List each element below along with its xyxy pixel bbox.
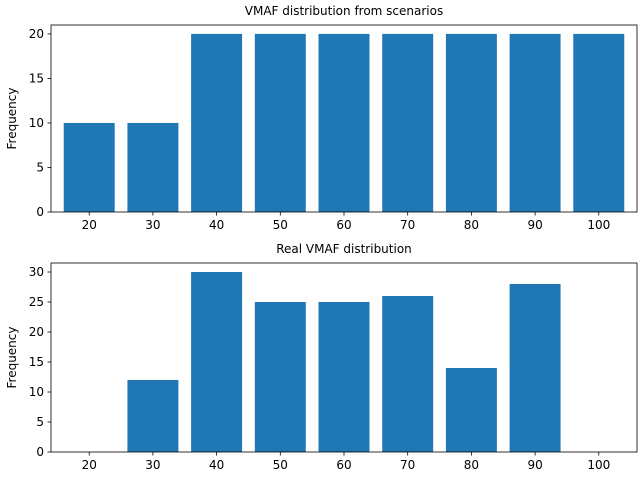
bar [382,33,434,213]
y-tick-label: 15 [29,355,44,369]
x-tick-label: 60 [336,218,351,232]
y-axis-label: Frequency [5,88,19,150]
x-tick-label: 20 [82,218,97,232]
bar [318,33,370,213]
y-tick-label: 10 [29,385,44,399]
x-tick-label: 80 [464,218,479,232]
bar [509,284,561,452]
bar [318,302,370,452]
bar [63,122,115,212]
x-tick-label: 100 [587,218,610,232]
bar [191,272,243,452]
y-tick-label: 20 [29,27,44,41]
y-tick-label: 25 [29,295,44,309]
bars [127,272,561,452]
bar [445,33,497,213]
x-ticks: 20 30 40 50 60 70 80 90 100 [82,212,610,232]
chart-title: Real VMAF distribution [276,242,412,256]
x-tick-label: 90 [527,218,542,232]
x-tick-label: 30 [145,458,160,472]
y-ticks: 0 5 10 15 20 [29,27,51,219]
x-ticks: 20 30 40 50 60 70 80 90 100 [82,452,610,472]
y-tick-label: 20 [29,325,44,339]
x-tick-label: 70 [400,458,415,472]
scenario-vmaf-chart: VMAF distribution from scenarios Frequen… [5,4,638,232]
x-tick-label: 40 [209,218,224,232]
x-tick-label: 50 [273,458,288,472]
bar [127,122,179,212]
y-tick-label: 5 [36,160,44,174]
y-tick-label: 30 [29,265,44,279]
x-tick-label: 50 [273,218,288,232]
bar [254,33,306,213]
x-tick-label: 30 [145,218,160,232]
bar [191,33,243,213]
y-tick-label: 0 [36,205,44,219]
x-tick-label: 100 [587,458,610,472]
real-vmaf-chart: Real VMAF distribution Frequency 20 30 40 5… [5,242,638,472]
y-axis-label: Frequency [5,327,19,389]
y-tick-label: 10 [29,116,44,130]
x-tick-label: 40 [209,458,224,472]
bar [127,380,179,452]
bars [63,33,625,213]
y-tick-label: 5 [36,415,44,429]
chart-title: VMAF distribution from scenarios [245,4,443,18]
x-tick-label: 90 [527,458,542,472]
y-tick-label: 15 [29,71,44,85]
x-tick-label: 80 [464,458,479,472]
x-tick-label: 60 [336,458,351,472]
bar [509,33,561,213]
bar [254,302,306,452]
x-tick-label: 70 [400,218,415,232]
y-ticks: 0 5 10 15 20 25 30 [29,265,51,459]
y-tick-label: 0 [36,445,44,459]
bar [573,33,625,213]
bar [382,296,434,452]
bar [445,368,497,452]
x-tick-label: 20 [82,458,97,472]
